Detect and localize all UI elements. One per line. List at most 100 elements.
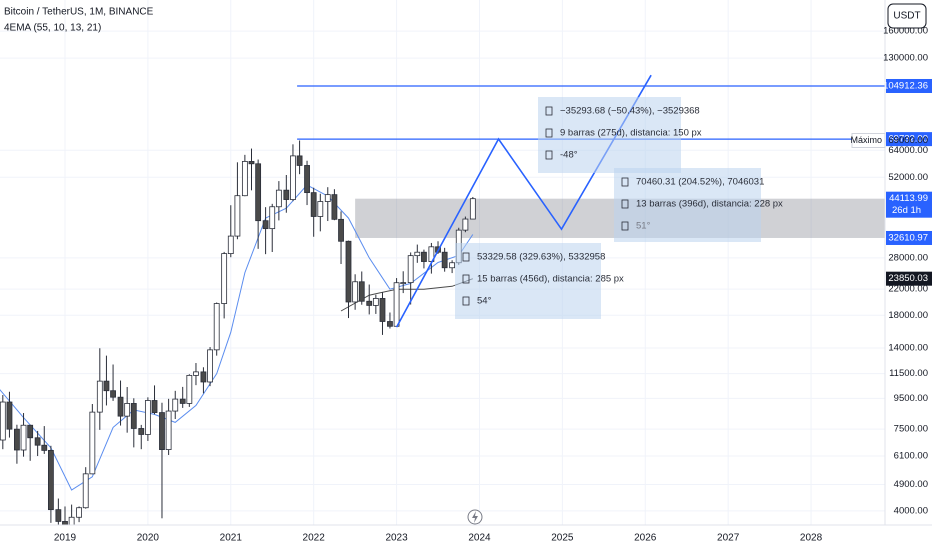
candle-body xyxy=(248,161,255,165)
candle-body xyxy=(6,401,13,430)
measure-icon xyxy=(462,252,470,262)
candle-body xyxy=(421,251,427,262)
max-marker-price: 69000.00 xyxy=(888,135,928,146)
y-tick-label: 52000.00 xyxy=(888,172,928,183)
candle-body xyxy=(47,450,54,511)
currency-button-label[interactable]: USDT xyxy=(893,11,920,22)
x-tick-label: 2023 xyxy=(385,533,408,544)
candle-body xyxy=(138,428,145,435)
candle-body xyxy=(255,163,262,222)
candle-body xyxy=(290,155,296,200)
y-tick-label: 64000.00 xyxy=(888,145,928,156)
axes: 160000.00 130000.00 64000.00 52000.00 28000.… xyxy=(54,26,932,544)
candle-body xyxy=(159,412,165,450)
candle-body xyxy=(358,281,365,302)
measure-text: 53329.58 (329.63%), 5332958 xyxy=(477,252,605,263)
candle-body xyxy=(283,189,290,200)
candle-body xyxy=(68,516,75,525)
y-tick-label: 14000.00 xyxy=(888,342,928,353)
measure-text: 15 barras (456d), distancia: 285 px xyxy=(477,274,624,285)
y-tick-label: 6100.00 xyxy=(894,451,928,462)
candle-body xyxy=(144,400,151,435)
candle-body xyxy=(469,198,476,220)
price-tag-label: 44113.99 xyxy=(889,193,928,204)
candle-body xyxy=(366,300,373,306)
candle-body xyxy=(345,240,352,303)
candle-body xyxy=(296,155,303,166)
candle-body xyxy=(310,192,317,217)
candle-body xyxy=(462,218,469,231)
y-tick-label: 4900.00 xyxy=(894,479,928,490)
measure-panel xyxy=(538,97,681,173)
candle-body xyxy=(449,262,456,269)
candle-body xyxy=(304,165,310,194)
price-tag xyxy=(886,78,932,93)
measure-text: 51° xyxy=(636,221,651,232)
candle-body xyxy=(130,403,137,429)
candle-body xyxy=(407,255,414,284)
candle-body xyxy=(379,298,386,322)
candle-body xyxy=(165,410,172,450)
measure-box: −35293.68 (−50.43%), −3529368 9 barras (2… xyxy=(538,97,702,173)
measure-box: 70460.31 (204.52%), 7046031 13 barras (39… xyxy=(614,168,783,242)
x-tick-label: 2022 xyxy=(303,533,326,544)
price-tag-note: 26d 1h xyxy=(892,205,921,216)
measure-panel xyxy=(614,168,761,242)
measure-icon xyxy=(621,177,629,187)
candle-body xyxy=(76,507,82,518)
candle-body xyxy=(124,403,131,417)
currency-button[interactable] xyxy=(887,3,927,29)
candle-body xyxy=(41,444,48,451)
measure-text: 13 barras (396d), distancia: 228 px xyxy=(636,199,783,210)
candle-body xyxy=(14,428,20,451)
candle-body xyxy=(20,424,27,451)
x-tick-label: 2020 xyxy=(137,533,160,544)
measure-icon xyxy=(545,106,553,116)
y-tick-label: 9500.00 xyxy=(894,393,928,404)
x-tick-label: 2026 xyxy=(634,533,657,544)
price-tag-label: 104912.36 xyxy=(883,81,928,92)
measure-text: 54° xyxy=(477,296,492,307)
measure-icon xyxy=(462,274,470,284)
candle-body xyxy=(96,380,103,413)
measure-box: 53329.58 (329.63%), 5332958 15 barras (45… xyxy=(455,243,624,319)
candle-body xyxy=(55,509,62,522)
measure-text: -48° xyxy=(560,150,578,161)
candle-body xyxy=(110,390,116,398)
candle-body xyxy=(352,281,359,303)
measure-text: −35293.68 (−50.43%), −3529368 xyxy=(560,106,700,117)
candle-body xyxy=(317,201,324,217)
price-tag-label: 23850.03 xyxy=(888,273,928,284)
candle-body xyxy=(414,251,421,257)
y-tick-label: 160000.00 xyxy=(883,26,928,37)
candle-body xyxy=(172,398,179,412)
measure-panel xyxy=(455,243,601,319)
candle-body xyxy=(338,218,344,242)
price-tag-label: 69732.00 xyxy=(888,134,928,145)
measure-icon xyxy=(462,296,470,306)
candle-body xyxy=(400,282,407,285)
candle-body xyxy=(117,396,124,417)
candle-body xyxy=(151,400,158,413)
candle-body xyxy=(227,235,234,255)
price-tag-label: 32610.97 xyxy=(888,232,928,243)
ema-line xyxy=(0,184,474,491)
y-tick-label: 4000.00 xyxy=(894,505,928,516)
candle-body xyxy=(186,374,193,404)
measure-text: 70460.31 (204.52%), 7046031 xyxy=(636,177,764,188)
chart-title: Bitcoin / TetherUS, 1M, BINANCE xyxy=(4,7,154,18)
candle-body xyxy=(200,371,207,383)
x-tick-label: 2028 xyxy=(800,533,823,544)
y-tick-label: 130000.00 xyxy=(883,53,928,64)
candle-body xyxy=(221,253,228,304)
candle-body xyxy=(324,194,331,202)
lightning-icon xyxy=(467,509,483,525)
candle-body xyxy=(27,424,34,439)
candle-body xyxy=(393,282,400,327)
candle-body xyxy=(179,398,186,404)
candle-body xyxy=(372,298,379,306)
y-tick-label: 22000.00 xyxy=(888,284,928,295)
candle-body xyxy=(89,411,96,475)
max-marker-label: Máximo xyxy=(850,135,882,145)
